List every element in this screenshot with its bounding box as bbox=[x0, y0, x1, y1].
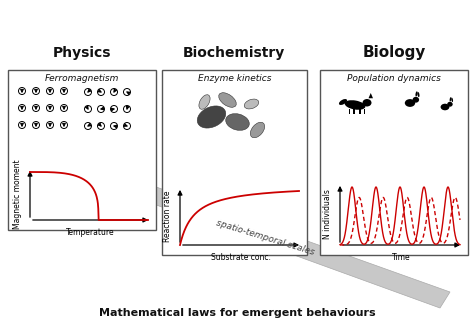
Ellipse shape bbox=[250, 122, 264, 138]
FancyBboxPatch shape bbox=[162, 70, 307, 255]
Ellipse shape bbox=[405, 99, 415, 107]
Ellipse shape bbox=[450, 97, 451, 101]
Text: Magnetic moment: Magnetic moment bbox=[12, 159, 21, 229]
Text: Mathematical laws for emergent behaviours: Mathematical laws for emergent behaviour… bbox=[99, 308, 375, 318]
Text: Reaction rate: Reaction rate bbox=[164, 190, 173, 242]
Ellipse shape bbox=[441, 104, 449, 110]
Ellipse shape bbox=[226, 114, 249, 130]
Ellipse shape bbox=[412, 97, 419, 103]
Ellipse shape bbox=[244, 99, 259, 109]
Text: Ferromagnetism: Ferromagnetism bbox=[45, 74, 119, 83]
Ellipse shape bbox=[345, 100, 365, 110]
Ellipse shape bbox=[219, 93, 236, 107]
Polygon shape bbox=[349, 109, 350, 114]
Ellipse shape bbox=[197, 106, 226, 128]
Ellipse shape bbox=[363, 99, 372, 107]
FancyBboxPatch shape bbox=[320, 70, 468, 255]
Text: spatio-temporal scales: spatio-temporal scales bbox=[215, 219, 315, 257]
Polygon shape bbox=[90, 155, 450, 308]
Text: Population dynamics: Population dynamics bbox=[347, 74, 441, 83]
Text: N individuals: N individuals bbox=[323, 189, 332, 239]
Text: Physics: Physics bbox=[53, 46, 111, 60]
Polygon shape bbox=[368, 93, 373, 98]
Polygon shape bbox=[359, 109, 361, 114]
Polygon shape bbox=[364, 109, 365, 114]
Ellipse shape bbox=[415, 91, 418, 96]
Ellipse shape bbox=[418, 92, 419, 97]
Text: Enzyme kinetics: Enzyme kinetics bbox=[198, 74, 271, 83]
Text: Biochemistry: Biochemistry bbox=[183, 46, 285, 60]
Ellipse shape bbox=[451, 98, 453, 102]
FancyBboxPatch shape bbox=[8, 70, 156, 230]
Ellipse shape bbox=[447, 102, 453, 107]
Polygon shape bbox=[354, 109, 355, 114]
Ellipse shape bbox=[199, 95, 210, 109]
Text: Substrate conc.: Substrate conc. bbox=[211, 253, 271, 262]
Ellipse shape bbox=[339, 99, 347, 105]
Text: Time: Time bbox=[392, 253, 411, 262]
Text: Biology: Biology bbox=[362, 45, 426, 60]
Text: Temperature: Temperature bbox=[66, 228, 115, 237]
